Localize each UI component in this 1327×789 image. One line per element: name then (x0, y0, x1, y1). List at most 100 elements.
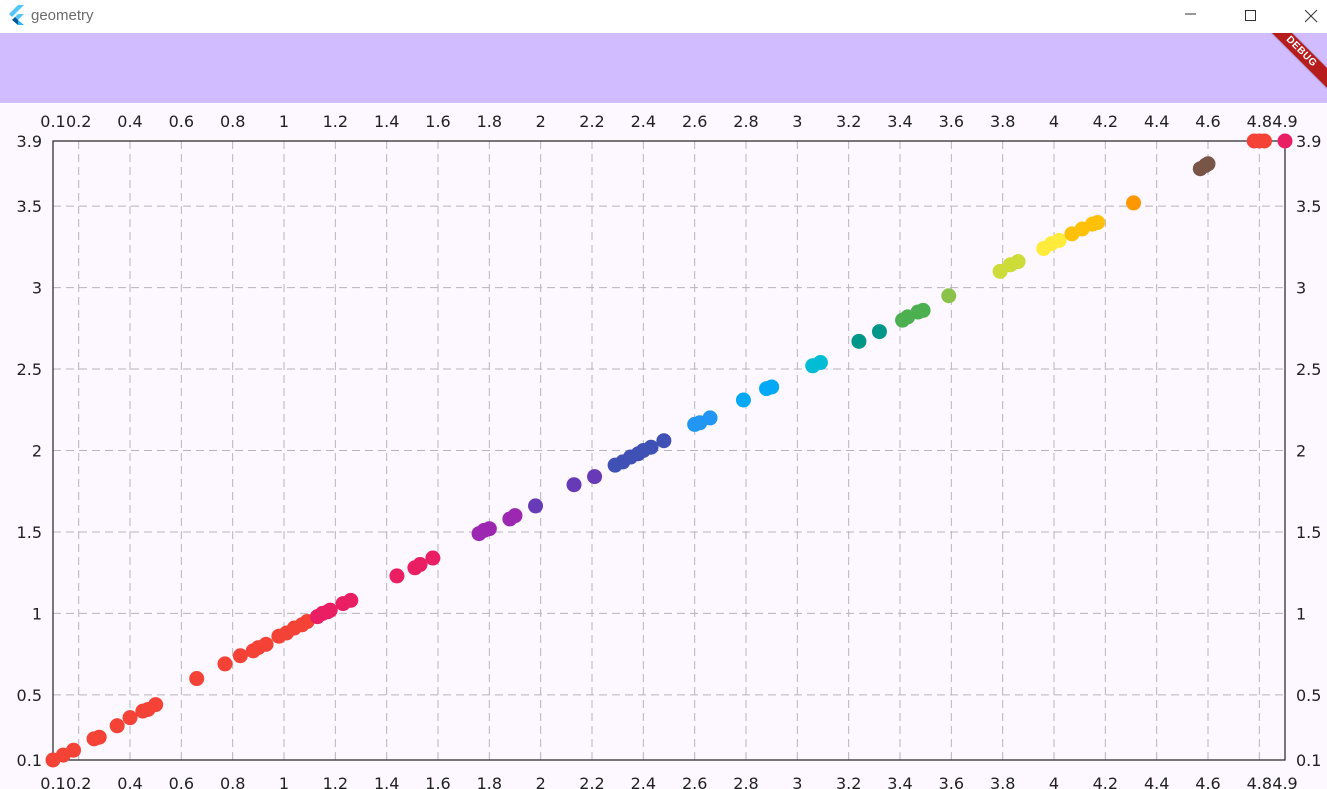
maximize-icon (1245, 10, 1256, 21)
scatter-point (643, 439, 659, 455)
scatter-point (764, 379, 780, 395)
scatter-point (189, 671, 205, 687)
x-tick-label-top: 1.4 (374, 112, 399, 131)
scatter-point (915, 302, 931, 318)
y-tick-label-left: 0.5 (17, 686, 42, 705)
scatter-point (656, 433, 672, 449)
y-tick-label-left: 3.9 (17, 132, 42, 151)
x-tick-label-top: 4.4 (1144, 112, 1169, 131)
chart-grid (53, 141, 1285, 760)
x-tick-label-bottom: 3 (792, 774, 802, 789)
y-tick-label-left: 3.5 (17, 197, 42, 216)
x-tick-label-top: 1.6 (425, 112, 450, 131)
x-tick-label-bottom: 3.4 (887, 774, 912, 789)
scatter-point (528, 498, 544, 514)
y-tick-label-right: 2.5 (1296, 360, 1321, 379)
scatter-point (941, 288, 957, 304)
x-tick-label-bottom: 4.4 (1144, 774, 1169, 789)
x-tick-label-bottom: 4.8 (1247, 774, 1272, 789)
x-tick-label-bottom: 0.8 (220, 774, 245, 789)
x-tick-label-bottom: 1.6 (425, 774, 450, 789)
x-tick-label-top: 2.8 (733, 112, 758, 131)
y-tick-label-left: 0.1 (17, 751, 42, 770)
x-tick-label-bottom: 3.6 (939, 774, 964, 789)
scatter-point (389, 568, 405, 584)
y-tick-label-right: 1 (1296, 604, 1306, 623)
x-tick-label-bottom: 0.4 (117, 774, 142, 789)
x-tick-label-top: 0.6 (169, 112, 194, 131)
x-tick-label-bottom: 2.8 (733, 774, 758, 789)
x-tick-label-top: 4.8 (1247, 112, 1272, 131)
x-tick-label-top: 2.6 (682, 112, 707, 131)
scatter-point (91, 729, 107, 745)
y-tick-label-right: 3 (1296, 279, 1306, 298)
app-bar (0, 33, 1327, 103)
x-tick-label-top: 0.1 (40, 112, 65, 131)
x-tick-label-top: 2.4 (631, 112, 656, 131)
scatter-point (343, 592, 359, 608)
x-tick-label-bottom: 0.1 (40, 774, 65, 789)
scatter-point (735, 392, 751, 408)
x-tick-label-bottom: 2 (536, 774, 546, 789)
y-tick-label-right: 1.5 (1296, 523, 1321, 542)
y-tick-label-right: 0.5 (1296, 686, 1321, 705)
x-tick-label-top: 2.2 (579, 112, 604, 131)
x-tick-label-top: 3.2 (836, 112, 861, 131)
y-tick-label-left: 2.5 (17, 360, 42, 379)
x-tick-label-bottom: 1.4 (374, 774, 399, 789)
x-tick-label-bottom: 4.9 (1272, 774, 1297, 789)
x-tick-label-bottom: 4 (1049, 774, 1059, 789)
y-tick-label-left: 1 (32, 604, 42, 623)
y-tick-label-right: 3.5 (1296, 197, 1321, 216)
scatter-point (322, 602, 338, 618)
x-tick-label-top: 0.8 (220, 112, 245, 131)
x-tick-label-bottom: 4.2 (1093, 774, 1118, 789)
x-tick-label-bottom: 1.8 (477, 774, 502, 789)
maximize-button[interactable] (1228, 0, 1274, 33)
scatter-point (1010, 254, 1026, 270)
scatter-point (425, 550, 441, 566)
close-icon (1305, 10, 1318, 23)
scatter-point (1051, 232, 1067, 248)
scatter-point (1200, 156, 1216, 172)
minimize-button[interactable] (1168, 0, 1214, 33)
y-tick-label-left: 3 (32, 279, 42, 298)
x-tick-label-bottom: 2.4 (631, 774, 656, 789)
x-tick-label-top: 2 (536, 112, 546, 131)
scatter-point (481, 521, 497, 537)
x-tick-label-top: 1 (279, 112, 289, 131)
x-tick-label-bottom: 4.6 (1195, 774, 1220, 789)
scatter-point (702, 410, 718, 426)
scatter-point (122, 710, 138, 726)
scatter-point (109, 718, 125, 734)
scatter-point (217, 656, 233, 672)
scatter-point (812, 355, 828, 371)
window-title: geometry (31, 7, 94, 24)
x-tick-label-bottom: 0.6 (169, 774, 194, 789)
scatter-point (1126, 195, 1142, 211)
x-tick-label-top: 3.8 (990, 112, 1015, 131)
y-tick-label-right: 2 (1296, 442, 1306, 461)
close-button[interactable] (1288, 0, 1327, 33)
scatter-point (507, 508, 523, 524)
x-tick-label-bottom: 0.2 (66, 774, 91, 789)
x-tick-label-bottom: 1.2 (323, 774, 348, 789)
y-tick-label-left: 2 (32, 442, 42, 461)
x-tick-label-top: 4.6 (1195, 112, 1220, 131)
scatter-point (566, 477, 582, 493)
scatter-point (412, 557, 428, 573)
flutter-icon (8, 5, 26, 25)
x-tick-label-bottom: 2.6 (682, 774, 707, 789)
scatter-point (1090, 214, 1106, 230)
scatter-point (148, 697, 164, 713)
plot-frame (52, 140, 1286, 761)
scatter-point (1277, 133, 1293, 149)
scatter-chart: 0.10.10.20.20.40.40.60.60.80.8111.21.21.… (17, 112, 1322, 789)
scatter-point (587, 469, 603, 485)
chart-points (45, 133, 1293, 768)
y-tick-label-right: 0.1 (1296, 751, 1321, 770)
x-tick-label-top: 4.9 (1272, 112, 1297, 131)
x-tick-label-top: 3 (792, 112, 802, 131)
x-tick-label-bottom: 3.8 (990, 774, 1015, 789)
scatter-point (871, 324, 887, 340)
